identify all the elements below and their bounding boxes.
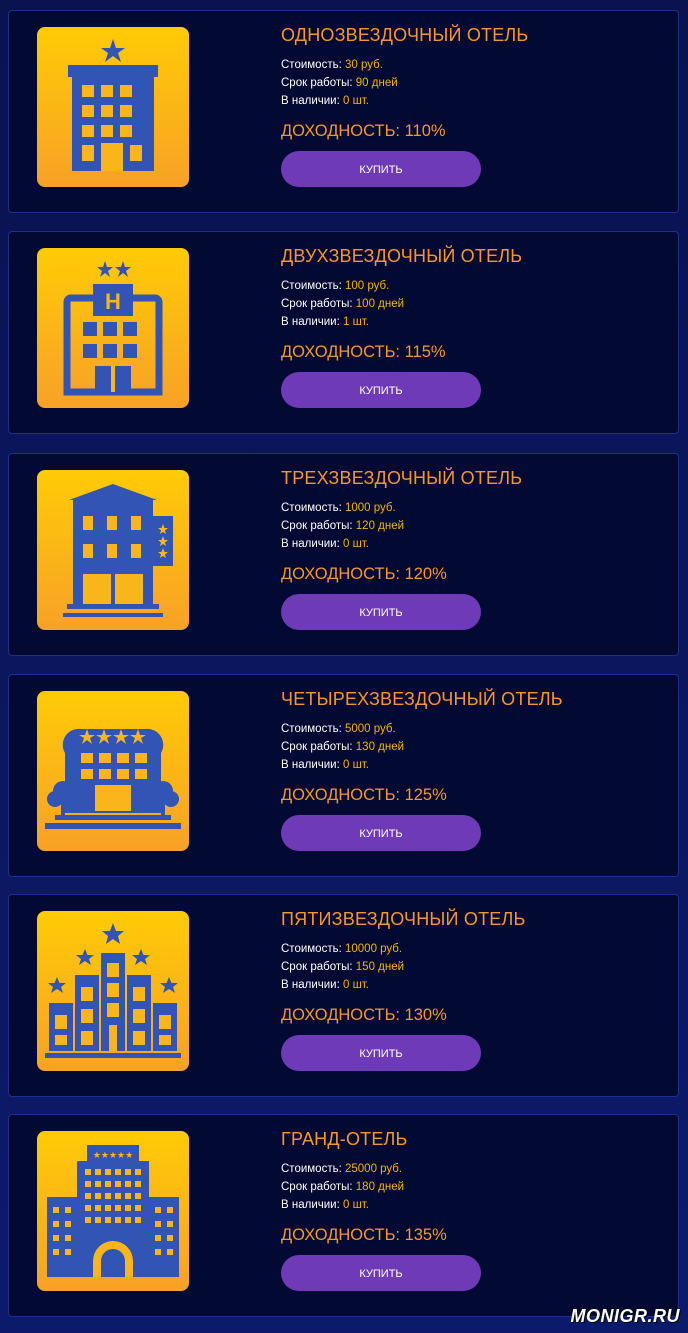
term-label: Срок работы:	[281, 77, 353, 89]
term-line: Срок работы: 90 дней	[281, 74, 661, 92]
two-star-hotel-icon: H	[37, 248, 189, 408]
stock-label: В наличии:	[281, 95, 340, 107]
svg-text:H: H	[105, 289, 121, 314]
cost-line: Стоимость: 25000 руб.	[281, 1160, 661, 1178]
hotel-info: ТРЕХЗВЕЗДОЧНЫЙ ОТЕЛЬ Стоимость: 1000 руб…	[281, 468, 661, 630]
term-line: Срок работы: 120 дней	[281, 517, 661, 535]
stock-label: В наличии:	[281, 1199, 340, 1211]
cost-label: Стоимость:	[281, 943, 342, 955]
term-label: Срок работы:	[281, 1181, 353, 1193]
hotel-card: H ДВУХЗВЕЗДОЧНЫЙ ОТЕЛЬ Стоимость: 100 ру…	[8, 231, 679, 434]
hotel-info: ДВУХЗВЕЗДОЧНЫЙ ОТЕЛЬ Стоимость: 100 руб.…	[281, 246, 661, 408]
hotel-title: ПЯТИЗВЕЗДОЧНЫЙ ОТЕЛЬ	[281, 909, 526, 929]
cost-label: Стоимость:	[281, 280, 342, 292]
hotel-card: ★★★★★	[8, 1114, 679, 1317]
stock-value: 0 шт.	[342, 538, 369, 550]
buy-button[interactable]: КУПИТЬ	[281, 1035, 481, 1071]
stock-label: В наличии:	[281, 759, 340, 771]
cost-line: Стоимость: 100 руб.	[281, 277, 661, 295]
hotel-title: ГРАНД-ОТЕЛЬ	[281, 1129, 408, 1149]
profit-text: ДОХОДНОСТЬ: 135%	[281, 1226, 447, 1244]
profit-text: ДОХОДНОСТЬ: 125%	[281, 786, 447, 804]
cost-value: 1000 руб.	[344, 502, 396, 514]
cost-value: 25000 руб.	[344, 1163, 403, 1175]
term-line: Срок работы: 130 дней	[281, 738, 661, 756]
cost-label: Стоимость:	[281, 502, 342, 514]
cost-value: 5000 руб.	[344, 723, 396, 735]
cost-value: 30 руб.	[344, 59, 383, 71]
stock-line: В наличии: 0 шт.	[281, 756, 661, 774]
profit-text: ДОХОДНОСТЬ: 120%	[281, 565, 447, 583]
one-star-hotel-icon	[37, 27, 189, 187]
hotel-title: ДВУХЗВЕЗДОЧНЫЙ ОТЕЛЬ	[281, 246, 523, 266]
svg-text:★★★★★: ★★★★★	[93, 1150, 133, 1160]
cost-line: Стоимость: 1000 руб.	[281, 499, 661, 517]
profit-text: ДОХОДНОСТЬ: 130%	[281, 1006, 447, 1024]
term-label: Срок работы:	[281, 741, 353, 753]
hotel-info: ОДНОЗВЕЗДОЧНЫЙ ОТЕЛЬ Стоимость: 30 руб. …	[281, 25, 661, 187]
cost-line: Стоимость: 5000 руб.	[281, 720, 661, 738]
cost-value: 10000 руб.	[344, 943, 403, 955]
stock-value: 0 шт.	[342, 759, 369, 771]
cost-label: Стоимость:	[281, 723, 342, 735]
stock-line: В наличии: 0 шт.	[281, 976, 661, 994]
buy-button[interactable]: КУПИТЬ	[281, 1255, 481, 1291]
hotel-card: ЧЕТЫРЕХЗВЕЗДОЧНЫЙ ОТЕЛЬ Стоимость: 5000 …	[8, 674, 679, 877]
watermark-logo: MONIGR.RU	[570, 1306, 680, 1326]
cost-label: Стоимость:	[281, 59, 342, 71]
stock-line: В наличии: 0 шт.	[281, 92, 661, 110]
cost-label: Стоимость:	[281, 1163, 342, 1175]
five-star-hotel-icon	[37, 911, 189, 1071]
stock-line: В наличии: 1 шт.	[281, 313, 661, 331]
term-label: Срок работы:	[281, 520, 353, 532]
term-value: 180 дней	[355, 1181, 405, 1193]
cost-line: Стоимость: 10000 руб.	[281, 940, 661, 958]
term-value: 100 дней	[355, 298, 405, 310]
four-star-hotel-icon	[37, 691, 189, 851]
stock-label: В наличии:	[281, 538, 340, 550]
stock-value: 0 шт.	[342, 95, 369, 107]
stock-value: 1 шт.	[342, 316, 369, 328]
term-value: 150 дней	[355, 961, 405, 973]
buy-button[interactable]: КУПИТЬ	[281, 151, 481, 187]
term-label: Срок работы:	[281, 298, 353, 310]
term-line: Срок работы: 150 дней	[281, 958, 661, 976]
buy-button[interactable]: КУПИТЬ	[281, 372, 481, 408]
buy-button[interactable]: КУПИТЬ	[281, 594, 481, 630]
stock-value: 0 шт.	[342, 979, 369, 991]
profit-text: ДОХОДНОСТЬ: 110%	[281, 122, 446, 140]
stock-label: В наличии:	[281, 979, 340, 991]
term-line: Срок работы: 180 дней	[281, 1178, 661, 1196]
hotel-card: ПЯТИЗВЕЗДОЧНЫЙ ОТЕЛЬ Стоимость: 10000 ру…	[8, 894, 679, 1097]
hotel-card: ТРЕХЗВЕЗДОЧНЫЙ ОТЕЛЬ Стоимость: 1000 руб…	[8, 453, 679, 656]
cost-value: 100 руб.	[344, 280, 390, 292]
term-label: Срок работы:	[281, 961, 353, 973]
hotel-info: ГРАНД-ОТЕЛЬ Стоимость: 25000 руб. Срок р…	[281, 1129, 661, 1291]
grand-hotel-icon: ★★★★★	[37, 1131, 189, 1291]
stock-line: В наличии: 0 шт.	[281, 535, 661, 553]
three-star-hotel-icon	[37, 470, 189, 630]
hotel-title: ОДНОЗВЕЗДОЧНЫЙ ОТЕЛЬ	[281, 25, 529, 45]
stock-value: 0 шт.	[342, 1199, 369, 1211]
cost-line: Стоимость: 30 руб.	[281, 56, 661, 74]
buy-button[interactable]: КУПИТЬ	[281, 815, 481, 851]
term-value: 90 дней	[355, 77, 398, 89]
hotel-info: ПЯТИЗВЕЗДОЧНЫЙ ОТЕЛЬ Стоимость: 10000 ру…	[281, 909, 661, 1071]
hotel-info: ЧЕТЫРЕХЗВЕЗДОЧНЫЙ ОТЕЛЬ Стоимость: 5000 …	[281, 689, 661, 851]
profit-text: ДОХОДНОСТЬ: 115%	[281, 343, 446, 361]
term-value: 130 дней	[355, 741, 405, 753]
hotel-card: ОДНОЗВЕЗДОЧНЫЙ ОТЕЛЬ Стоимость: 30 руб. …	[8, 10, 679, 213]
hotel-title: ТРЕХЗВЕЗДОЧНЫЙ ОТЕЛЬ	[281, 468, 523, 488]
term-line: Срок работы: 100 дней	[281, 295, 661, 313]
stock-line: В наличии: 0 шт.	[281, 1196, 661, 1214]
hotel-title: ЧЕТЫРЕХЗВЕЗДОЧНЫЙ ОТЕЛЬ	[281, 689, 563, 709]
term-value: 120 дней	[355, 520, 405, 532]
stock-label: В наличии:	[281, 316, 340, 328]
